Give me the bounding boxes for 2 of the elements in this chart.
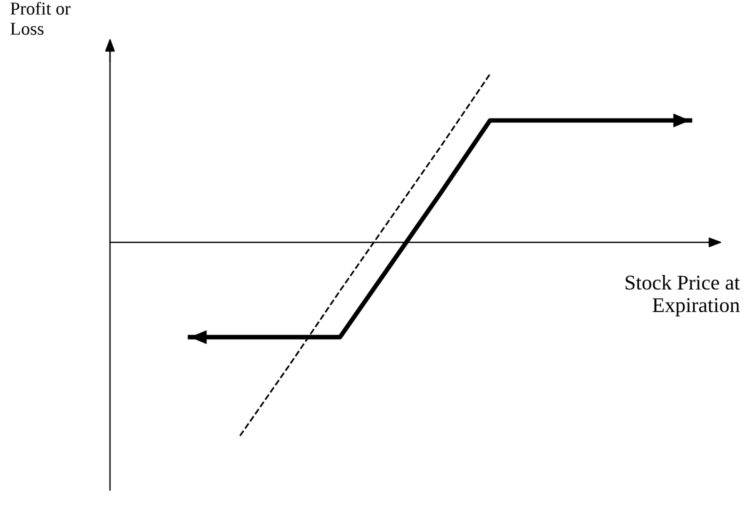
x-axis-title: Stock Price at Expiration [626,275,740,316]
text: Profit or Loss [10,2,71,35]
